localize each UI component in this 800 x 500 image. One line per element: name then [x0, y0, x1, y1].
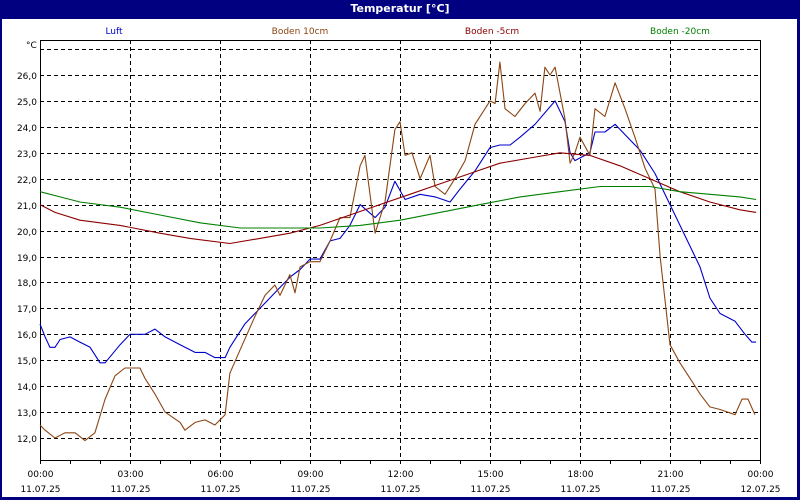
x-tick-time: 03:00	[118, 470, 144, 480]
x-tick-date: 11.07.25	[470, 485, 510, 495]
y-tick-label: 17,0	[17, 305, 37, 315]
x-tick-time: 00:00	[748, 470, 774, 480]
window-title: Temperatur [°C]	[350, 2, 450, 15]
x-tick-date: 12.07.25	[740, 485, 780, 495]
y-tick-label: 23,0	[17, 150, 37, 160]
x-tick-time: 06:00	[208, 470, 234, 480]
x-tick-date: 11.07.25	[380, 485, 420, 495]
y-tick-label: 18,0	[17, 279, 37, 289]
x-tick-time: 12:00	[388, 470, 414, 480]
series-line-boden-5cm	[39, 152, 757, 245]
legend-item-1: Boden 10cm	[272, 27, 329, 37]
x-tick-time: 21:00	[658, 470, 684, 480]
x-tick-date: 11.07.25	[650, 485, 690, 495]
series-line-boden-10cm	[39, 61, 756, 442]
y-tick-label: 21,0	[17, 202, 37, 212]
legend-item-3: Boden -20cm	[650, 27, 710, 37]
legend-item-2: Boden -5cm	[465, 27, 519, 37]
series-line-luft	[39, 100, 757, 364]
y-tick-label: 13,0	[17, 409, 37, 419]
series-line-boden-20cm	[39, 185, 757, 229]
y-tick-label: 12,0	[17, 435, 37, 445]
y-tick-label: 20,0	[17, 228, 37, 238]
y-tick-label: 14,0	[17, 383, 37, 393]
x-tick-time: 00:00	[28, 470, 54, 480]
y-tick-label: 26,0	[17, 72, 37, 82]
x-tick-date: 11.07.25	[200, 485, 240, 495]
plot-frame	[40, 40, 761, 461]
y-tick-label: 15,0	[17, 357, 37, 367]
y-tick-label: 25,0	[17, 98, 37, 108]
x-tick-time: 15:00	[478, 470, 504, 480]
x-tick-date: 11.07.25	[110, 485, 150, 495]
x-tick-date: 11.07.25	[20, 485, 60, 495]
y-tick-label: 19,0	[17, 254, 37, 264]
y-tick-label: 24,0	[17, 124, 37, 134]
y-tick-label: 16,0	[17, 331, 37, 341]
x-tick-time: 09:00	[298, 470, 324, 480]
x-tick-date: 11.07.25	[560, 485, 600, 495]
x-tick-date: 11.07.25	[290, 485, 330, 495]
y-axis-unit: °C	[26, 41, 37, 51]
y-tick-label: 22,0	[17, 176, 37, 186]
legend-item-0: Luft	[105, 27, 123, 37]
x-tick-time: 18:00	[568, 470, 594, 480]
